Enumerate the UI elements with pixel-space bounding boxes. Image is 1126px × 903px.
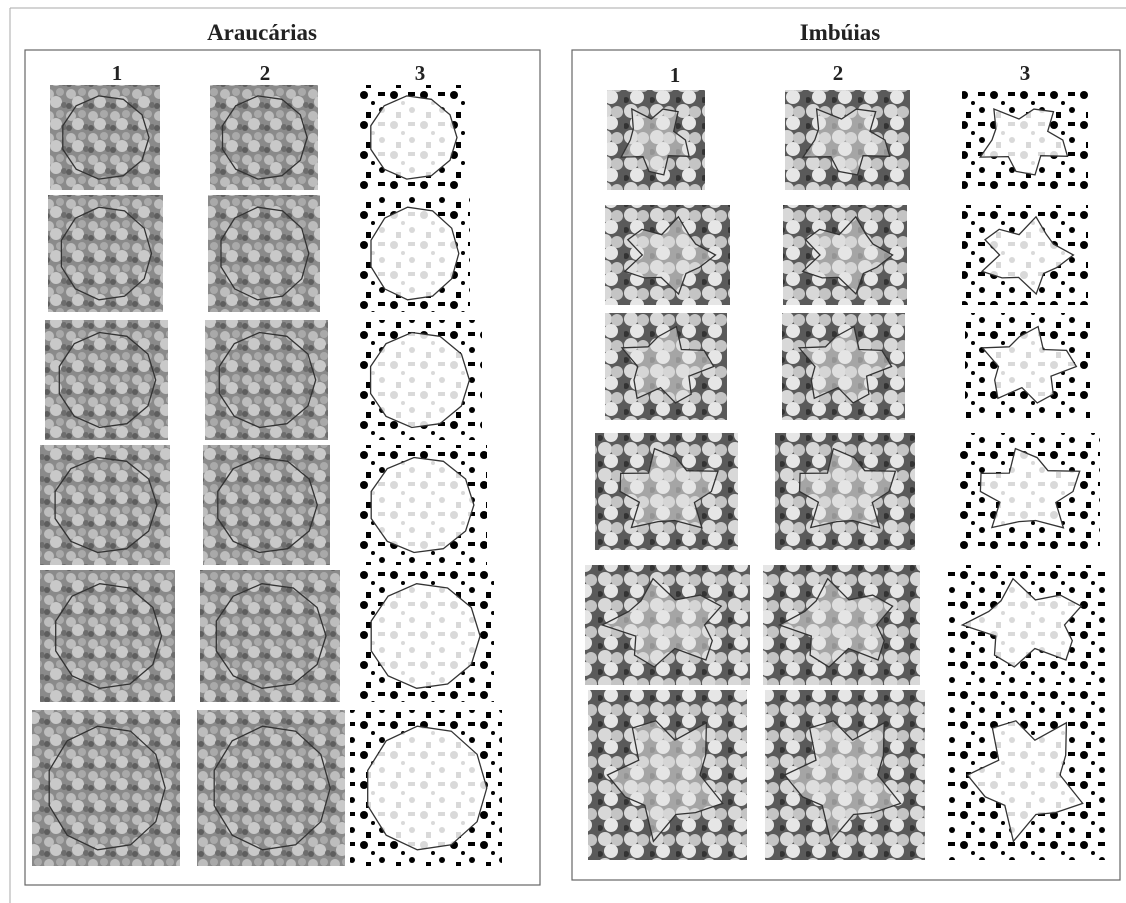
panel-title: Imbúias xyxy=(800,20,881,45)
crown-image xyxy=(203,445,330,565)
crown-image xyxy=(40,445,170,565)
crown-image xyxy=(205,320,328,440)
crown-image xyxy=(208,195,320,312)
crown-image xyxy=(210,85,318,190)
panel-title: Araucárias xyxy=(207,20,317,45)
crown-image xyxy=(197,710,345,866)
crown-image xyxy=(200,570,340,702)
crown-image xyxy=(50,85,160,190)
column-label: 3 xyxy=(415,61,426,85)
figure: Araucárias Imbúias 1 2 3 1 2 3 xyxy=(0,0,1126,903)
column-label: 2 xyxy=(260,61,271,85)
crown-image xyxy=(45,320,168,440)
crown-image xyxy=(32,710,180,866)
column-label: 2 xyxy=(833,61,844,85)
crown-image xyxy=(48,195,163,312)
page: {"panels": [ {"title": "Araucárias", "co… xyxy=(0,0,1126,903)
crown-image xyxy=(40,570,175,702)
column-label: 1 xyxy=(670,63,681,87)
column-label: 1 xyxy=(112,61,123,85)
column-label: 3 xyxy=(1020,61,1031,85)
